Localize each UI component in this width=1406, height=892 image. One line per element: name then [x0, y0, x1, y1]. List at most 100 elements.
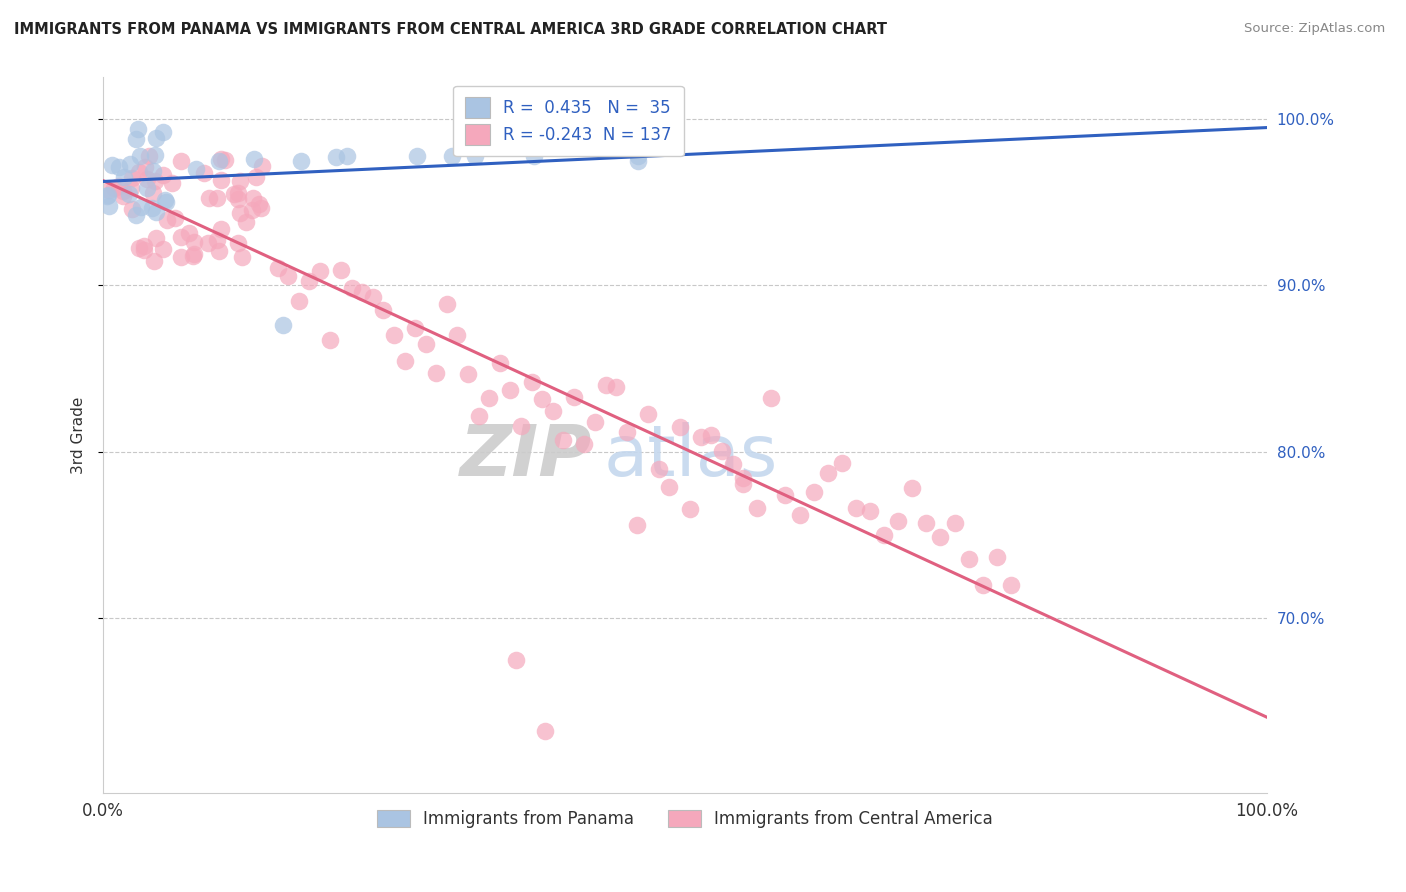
Point	[986, 549, 1008, 564]
Point	[845, 501, 868, 516]
Point	[177, 226, 200, 240]
Text: IMMIGRANTS FROM PANAMA VS IMMIGRANTS FROM CENTRAL AMERICA 3RD GRADE CORRELATION : IMMIGRANTS FROM PANAMA VS IMMIGRANTS FRO…	[14, 22, 887, 37]
Point	[831, 456, 853, 470]
Point	[128, 165, 150, 179]
Point	[747, 501, 769, 516]
Point	[887, 514, 910, 528]
Point	[152, 242, 174, 256]
Point	[103, 181, 125, 195]
Point	[1000, 578, 1022, 592]
Point	[208, 244, 231, 258]
Point	[141, 201, 163, 215]
Point	[929, 530, 952, 544]
Point	[214, 153, 236, 167]
Point	[531, 392, 554, 407]
Point	[97, 183, 120, 197]
Point	[943, 516, 966, 530]
Point	[112, 184, 135, 198]
Point	[226, 186, 249, 201]
Point	[128, 241, 150, 255]
Point	[534, 724, 557, 739]
Point	[101, 158, 124, 172]
Point	[235, 214, 257, 228]
Point	[132, 243, 155, 257]
Point	[108, 178, 131, 193]
Point	[231, 250, 253, 264]
Point	[143, 254, 166, 268]
Point	[145, 231, 167, 245]
Point	[197, 236, 219, 251]
Point	[616, 425, 638, 440]
Point	[441, 148, 464, 162]
Point	[129, 200, 152, 214]
Point	[352, 285, 374, 300]
Point	[733, 477, 755, 491]
Point	[170, 250, 193, 264]
Point	[425, 366, 447, 380]
Point	[243, 152, 266, 166]
Point	[242, 202, 264, 217]
Point	[132, 239, 155, 253]
Point	[478, 392, 501, 406]
Point	[118, 186, 141, 201]
Point	[152, 169, 174, 183]
Point	[247, 197, 270, 211]
Point	[193, 166, 215, 180]
Point	[155, 193, 177, 207]
Point	[250, 201, 273, 215]
Point	[336, 148, 359, 162]
Point	[143, 148, 166, 162]
Point	[700, 428, 723, 442]
Point	[197, 191, 219, 205]
Point	[647, 462, 669, 476]
Point	[112, 170, 135, 185]
Point	[308, 264, 330, 278]
Point	[135, 171, 157, 186]
Point	[226, 235, 249, 250]
Point	[689, 430, 711, 444]
Point	[523, 148, 546, 162]
Point	[541, 404, 564, 418]
Point	[183, 246, 205, 260]
Point	[245, 169, 267, 184]
Point	[520, 376, 543, 390]
Point	[205, 190, 228, 204]
Point	[499, 383, 522, 397]
Point	[901, 481, 924, 495]
Point	[627, 148, 650, 162]
Point	[120, 181, 142, 195]
Point	[165, 211, 187, 225]
Point	[108, 160, 131, 174]
Point	[129, 149, 152, 163]
Point	[181, 249, 204, 263]
Point	[134, 160, 156, 174]
Point	[273, 318, 295, 333]
Point	[155, 212, 177, 227]
Point	[145, 204, 167, 219]
Point	[668, 420, 690, 434]
Point	[160, 176, 183, 190]
Point	[637, 407, 659, 421]
Point	[125, 208, 148, 222]
Point	[605, 380, 627, 394]
Point	[761, 391, 783, 405]
Point	[595, 378, 617, 392]
Point	[250, 159, 273, 173]
Point	[98, 199, 121, 213]
Point	[373, 302, 395, 317]
Point	[121, 202, 143, 216]
Point	[457, 368, 479, 382]
Point	[859, 504, 882, 518]
Point	[228, 174, 250, 188]
Point	[574, 436, 596, 450]
Point	[361, 290, 384, 304]
Point	[415, 337, 437, 351]
Point	[155, 195, 177, 210]
Point	[711, 444, 734, 458]
Point	[208, 153, 231, 168]
Point	[226, 193, 249, 207]
Point	[775, 488, 797, 502]
Point	[111, 189, 134, 203]
Point	[183, 235, 205, 249]
Point	[143, 173, 166, 187]
